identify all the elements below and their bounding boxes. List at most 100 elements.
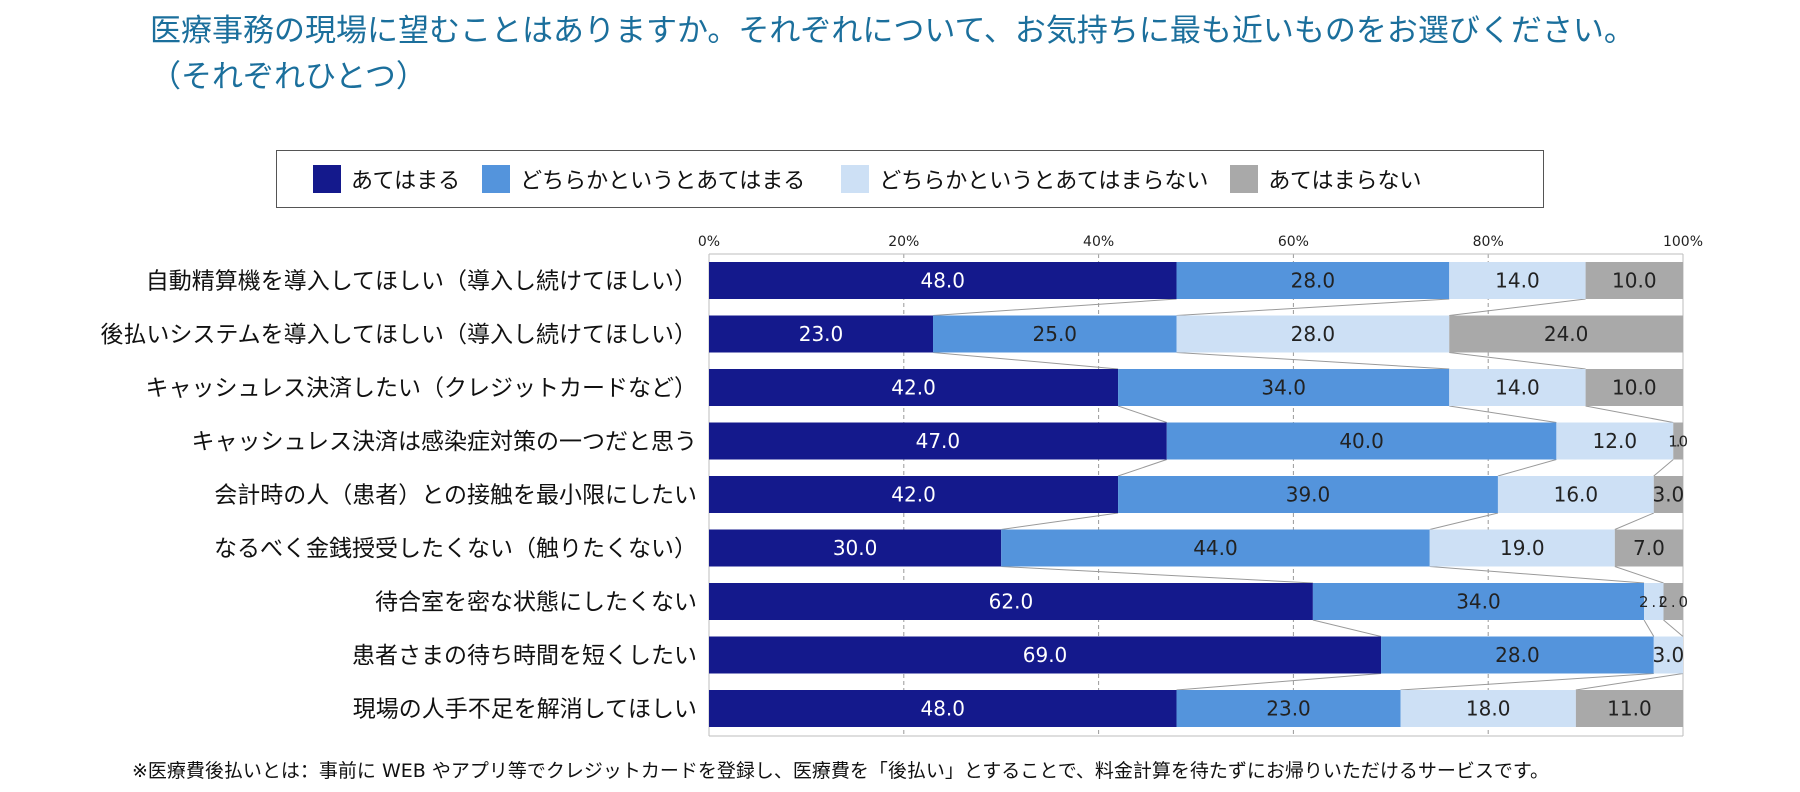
bar-value-label: 18.0 xyxy=(1466,697,1511,721)
bar-segment xyxy=(1429,529,1615,567)
legend-swatch xyxy=(313,165,341,193)
category-label: なるべく金銭授受したくない（触りたくない） xyxy=(214,536,697,562)
bar-value-label: 25.0 xyxy=(1033,322,1078,346)
chart-footnote: ※医療費後払いとは：事前に WEB やアプリ等でクレジットカードを登録し、医療費… xyxy=(132,760,1550,782)
bar-value-label: 30.0 xyxy=(833,536,878,560)
bar-segment xyxy=(709,476,1119,513)
category-label: 会計時の人（患者）との接触を最小限にしたい xyxy=(214,483,697,509)
bar-segment xyxy=(1118,369,1450,406)
series-connector-line xyxy=(1429,566,1645,584)
series-connector-line xyxy=(932,352,1119,370)
bar-value-label: 2.0 xyxy=(1659,593,1688,611)
bar-segment xyxy=(1585,369,1683,406)
legend-label: あてはまらない xyxy=(1268,169,1422,194)
bar-segment xyxy=(709,529,1002,567)
bar-value-label: 28.0 xyxy=(1495,643,1540,667)
bar-value-label: 42.0 xyxy=(891,483,936,507)
bar-value-label: 7.0 xyxy=(1633,536,1665,560)
category-label: 現場の人手不足を解消してほしい xyxy=(353,697,697,723)
category-label: 後払いシステムを導入してほしい（導入し続けてほしい） xyxy=(100,322,697,348)
bar-value-label: 44.0 xyxy=(1193,536,1238,560)
series-connector-line xyxy=(1614,512,1654,530)
bar-segment xyxy=(1663,583,1683,620)
legend-swatch xyxy=(1230,165,1259,193)
legend-item: あてはまらない xyxy=(1230,163,1422,195)
series-connector-line xyxy=(1653,459,1674,477)
legend-label: どちらかというとあてはまる xyxy=(520,169,806,194)
bar-value-label: 23.0 xyxy=(799,322,844,346)
bar-value-label: 16.0 xyxy=(1554,483,1599,507)
chart-title: 医療事務の現場に望むことはありますか。それぞれについて、お気持ちに最も近いものを… xyxy=(150,8,1710,100)
legend-label: あてはまる xyxy=(351,169,461,194)
legend-swatch xyxy=(482,165,511,193)
bar-value-label: 48.0 xyxy=(920,269,965,293)
bar-value-label: 69.0 xyxy=(1023,643,1068,667)
series-connector-line xyxy=(1176,352,1450,370)
bar-segment xyxy=(1166,422,1557,460)
series-connector-line xyxy=(1614,566,1664,584)
series-connector-line xyxy=(1575,673,1684,691)
legend-swatch xyxy=(841,165,870,193)
bar-segment xyxy=(1176,690,1401,727)
series-connector-line xyxy=(1429,512,1499,530)
legend-label: どちらかというとあてはまらない xyxy=(879,169,1209,194)
bar-value-label: 28.0 xyxy=(1291,269,1336,293)
bar-segment xyxy=(709,422,1167,460)
series-connector-line xyxy=(1449,405,1557,423)
bar-value-label: 42.0 xyxy=(891,376,936,400)
bar-segment xyxy=(1381,636,1654,674)
bar-segment xyxy=(1400,690,1576,727)
x-tick-label: 0% xyxy=(698,234,720,250)
bar-value-label: 47.0 xyxy=(916,429,961,453)
bar-segment xyxy=(1614,529,1683,567)
series-connector-line xyxy=(1176,298,1450,316)
bar-segment xyxy=(1644,583,1664,620)
bar-segment xyxy=(1176,262,1450,299)
series-connector-line xyxy=(932,298,1177,316)
series-connector-line xyxy=(1001,512,1119,530)
bar-segment xyxy=(1312,583,1645,620)
category-label: 自動精算機を導入してほしい（導入し続けてほしい） xyxy=(146,269,697,295)
bar-value-label: 39.0 xyxy=(1286,483,1331,507)
bar-value-label: 28.0 xyxy=(1291,322,1336,346)
bar-segment xyxy=(709,583,1313,620)
bar-value-label: 14.0 xyxy=(1495,269,1540,293)
bar-segment xyxy=(709,636,1382,674)
chart-legend: あてはまる どちらかというとあてはまる どちらかというとあてはまらない あてはまらない xyxy=(276,150,1544,208)
bar-segment xyxy=(1585,262,1683,299)
series-connector-line xyxy=(1001,566,1313,584)
series-connector-line xyxy=(1117,405,1167,423)
bar-segment xyxy=(1001,529,1430,567)
category-label: 待合室を密な状態にしたくない xyxy=(375,590,697,616)
bar-segment xyxy=(1497,476,1654,513)
bar-value-label: 10.0 xyxy=(1612,376,1657,400)
category-label: キャッシュレス決済は感染症対策の一つだと思う xyxy=(191,429,697,455)
bar-value-label: 3.0 xyxy=(1652,643,1684,667)
chart-title-line-2: （それぞれひとつ） xyxy=(150,59,427,95)
series-connector-line xyxy=(1400,673,1654,691)
bar-segment xyxy=(1449,315,1683,353)
legend-item: あてはまる xyxy=(313,163,460,195)
bar-segment xyxy=(1556,422,1674,460)
bar-segment xyxy=(1653,636,1683,674)
bar-value-label: 12.0 xyxy=(1593,429,1638,453)
series-connector-line xyxy=(1449,352,1586,370)
bar-segment xyxy=(1449,262,1586,299)
legend-item: どちらかというとあてはまる xyxy=(482,163,805,195)
series-connector-line xyxy=(1117,459,1167,477)
bar-value-label: 10.0 xyxy=(1612,269,1657,293)
bar-segment xyxy=(933,315,1177,353)
bar-value-label: 23.0 xyxy=(1266,697,1311,721)
bar-segment xyxy=(1176,315,1450,353)
bar-segment xyxy=(1575,690,1683,727)
x-tick-label: 100% xyxy=(1663,234,1703,250)
bar-segment xyxy=(1673,422,1683,460)
bar-value-label: 34.0 xyxy=(1456,590,1501,614)
series-connector-line xyxy=(1643,619,1655,637)
bar-value-label: 62.0 xyxy=(989,590,1034,614)
bar-value-label: 19.0 xyxy=(1500,536,1545,560)
series-connector-line xyxy=(1176,673,1382,691)
x-tick-label: 40% xyxy=(1083,234,1114,250)
bar-segment xyxy=(1449,369,1586,406)
